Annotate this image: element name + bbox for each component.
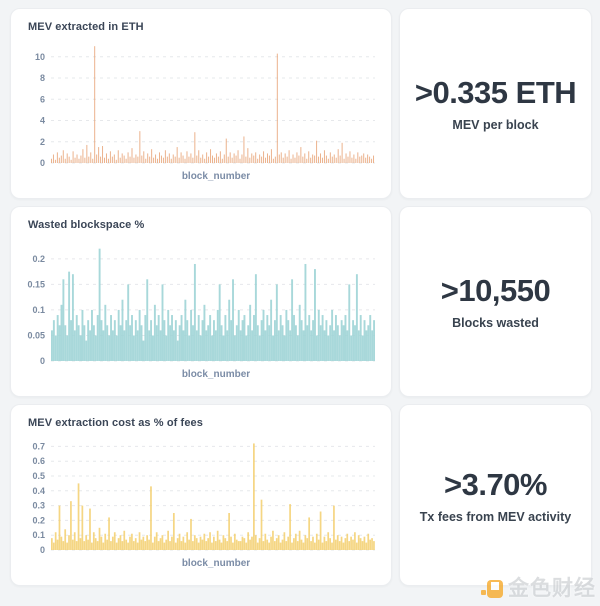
mev-extracted-chart-canvas[interactable]: 10 8 6 4 2 0 — [11, 35, 391, 173]
svg-text:0.4: 0.4 — [32, 486, 45, 496]
svg-text:10: 10 — [35, 52, 45, 62]
stat-value: >3.70% — [443, 466, 548, 502]
x-axis-label: block_number — [181, 558, 251, 569]
stat-card-mev-per-block: >0.335 ETH MEV per block — [399, 8, 592, 199]
stat-label: Blocks wasted — [452, 316, 539, 330]
chart-card-wasted-blockspace: Wasted blockspace % 0.2 0.15 0.1 0.05 0 bloc… — [10, 206, 392, 397]
stat-label: Tx fees from MEV activity — [419, 509, 572, 524]
svg-text:0: 0 — [40, 158, 45, 168]
mev-cost-chart-canvas[interactable]: 0.7 0.6 0.5 0.4 0.3 0.2 0.1 0 — [11, 431, 391, 560]
x-axis-label: block_number — [181, 171, 251, 182]
svg-text:0.1: 0.1 — [32, 305, 45, 315]
svg-text:0.5: 0.5 — [32, 471, 45, 481]
stat-card-blocks-wasted: >10,550 Blocks wasted — [399, 206, 592, 397]
chart-card-mev-cost: MEV extraction cost as % of fees 0.7 0.6 0… — [10, 404, 392, 586]
svg-text:0.05: 0.05 — [27, 330, 45, 340]
stat-card-tx-fees: >3.70% Tx fees from MEV activity — [399, 404, 592, 586]
chart-card-mev-extracted: MEV extracted in ETH 10 8 6 4 2 0 block_numbe… — [10, 8, 392, 199]
stat-value: >0.335 ETH — [414, 75, 577, 110]
wasted-blockspace-chart-canvas[interactable]: 0.2 0.15 0.1 0.05 0 — [11, 233, 391, 371]
svg-text:0.15: 0.15 — [27, 279, 45, 289]
svg-text:0.6: 0.6 — [32, 456, 45, 466]
stat-value: >10,550 — [440, 273, 551, 308]
x-axis-label: block_number — [181, 369, 251, 380]
svg-text:0.2: 0.2 — [32, 254, 45, 264]
svg-text:0: 0 — [40, 356, 45, 366]
svg-text:2: 2 — [40, 137, 45, 147]
svg-text:4: 4 — [40, 116, 45, 126]
svg-text:0: 0 — [40, 545, 45, 555]
svg-text:6: 6 — [40, 94, 45, 104]
svg-text:0.2: 0.2 — [32, 515, 45, 525]
svg-text:0.1: 0.1 — [32, 530, 45, 540]
svg-text:0.7: 0.7 — [32, 441, 45, 451]
stat-label: MEV per block — [452, 118, 539, 132]
chart-title: Wasted blockspace % — [28, 219, 145, 231]
chart-title: MEV extracted in ETH — [28, 21, 144, 33]
svg-text:8: 8 — [40, 73, 45, 83]
chart-title: MEV extraction cost as % of fees — [28, 417, 203, 429]
svg-text:0.3: 0.3 — [32, 501, 45, 511]
